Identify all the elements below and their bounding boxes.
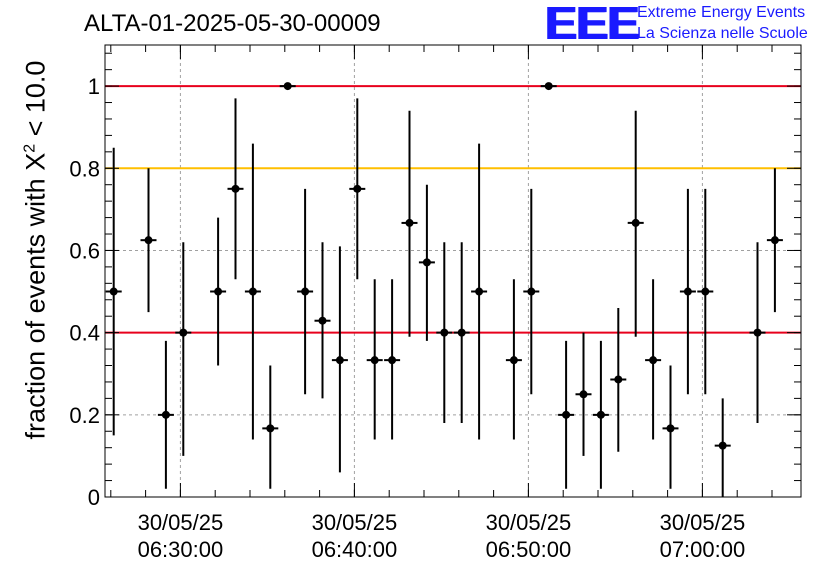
data-point (610, 307, 627, 452)
data-point (453, 242, 470, 424)
y-tick-label: 0.2 (69, 403, 100, 428)
data-point (140, 168, 157, 313)
data-marker (214, 287, 223, 296)
data-point (679, 188, 696, 395)
data-marker (457, 328, 466, 337)
data-marker (144, 236, 153, 245)
reference-lines (105, 85, 801, 334)
x-tick-date-label: 30/05/25 (660, 510, 746, 535)
data-point (523, 188, 540, 395)
data-marker (301, 287, 310, 296)
plot-frame (104, 44, 802, 498)
data-marker (527, 287, 536, 296)
data-marker (335, 356, 344, 365)
data-marker (422, 258, 431, 267)
x-tick-date-label: 30/05/25 (486, 510, 572, 535)
data-points (105, 82, 783, 497)
data-marker (248, 287, 257, 296)
data-point (279, 82, 296, 91)
data-marker (440, 328, 449, 337)
data-marker (649, 356, 658, 365)
data-marker (179, 328, 188, 337)
data-marker (318, 316, 327, 325)
data-marker (579, 390, 588, 399)
grid (105, 45, 801, 497)
data-marker (562, 410, 571, 419)
data-point (331, 246, 348, 473)
data-point (157, 340, 174, 489)
data-point (418, 184, 435, 341)
data-marker (596, 410, 605, 419)
data-marker (718, 441, 727, 450)
data-point (262, 365, 279, 489)
logo-line-1: Extreme Energy Events (637, 4, 806, 21)
chart-title: ALTA-01-2025-05-30-00009 (84, 10, 381, 37)
data-point (558, 340, 575, 489)
data-marker (544, 82, 553, 91)
data-point (401, 110, 418, 337)
data-point (175, 242, 192, 456)
y-tick-label: 1 (88, 74, 100, 99)
data-point (540, 82, 557, 91)
data-point (766, 168, 783, 313)
data-marker (353, 184, 362, 193)
tick-labels: 00.20.40.60.8130/05/2506:30:0030/05/2506… (69, 74, 745, 562)
data-marker (666, 424, 675, 433)
logo-line-2: La Scienza nelle Scuole (637, 25, 808, 42)
data-marker (161, 410, 170, 419)
y-tick-label: 0.6 (69, 238, 100, 263)
data-marker (475, 287, 484, 296)
axis-ticks (105, 45, 801, 498)
data-marker (753, 328, 762, 337)
data-marker (701, 287, 710, 296)
x-tick-time-label: 06:40:00 (312, 537, 398, 562)
data-point (210, 217, 227, 366)
data-point (314, 242, 331, 399)
logo-mark: EEE (545, 0, 640, 49)
x-tick-time-label: 06:30:00 (138, 537, 224, 562)
data-marker (683, 287, 692, 296)
data-point (244, 143, 261, 440)
data-marker (631, 218, 640, 227)
data-marker (509, 356, 518, 365)
data-point (105, 147, 122, 436)
y-tick-label: 0.8 (69, 156, 100, 181)
data-point (749, 242, 766, 424)
data-marker (770, 236, 779, 245)
data-point (575, 332, 592, 456)
data-marker (370, 356, 379, 365)
x-tick-date-label: 30/05/25 (312, 510, 398, 535)
data-marker (231, 184, 240, 193)
data-point (436, 242, 453, 424)
data-point (227, 98, 244, 280)
y-tick-label: 0 (88, 485, 100, 510)
y-tick-label: 0.4 (69, 321, 100, 346)
data-point (297, 188, 314, 395)
data-point (645, 279, 662, 440)
x-tick-time-label: 07:00:00 (660, 537, 746, 562)
data-point (384, 279, 401, 440)
data-point (662, 365, 679, 489)
data-point (627, 110, 644, 337)
x-tick-time-label: 06:50:00 (486, 537, 572, 562)
data-marker (283, 82, 292, 91)
data-marker (266, 424, 275, 433)
data-marker (109, 287, 118, 296)
x-tick-date-label: 30/05/25 (138, 510, 224, 535)
data-point (349, 98, 366, 280)
data-point (505, 279, 522, 440)
data-marker (614, 375, 623, 384)
data-point (366, 279, 383, 440)
data-point (714, 398, 731, 497)
data-marker (388, 356, 397, 365)
eee-logo: EEE Extreme Energy Events La Scienza nel… (545, 0, 830, 49)
data-point (471, 143, 488, 440)
data-point (697, 188, 714, 395)
data-marker (405, 218, 414, 227)
data-point (592, 340, 609, 489)
